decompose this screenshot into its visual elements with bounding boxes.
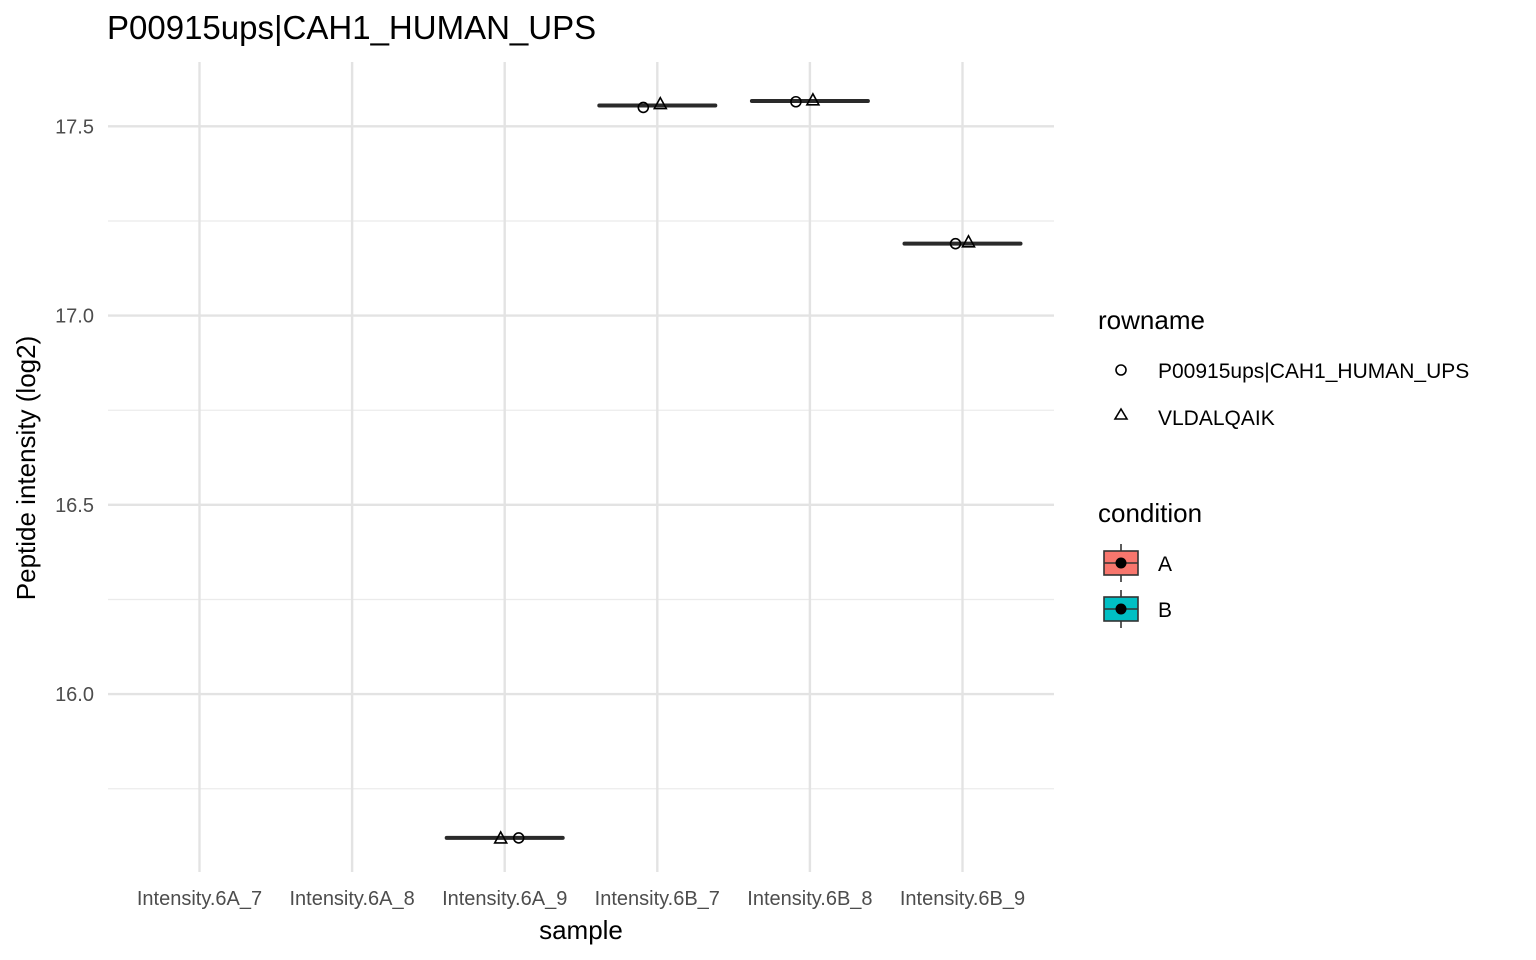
legend-rowname-label-0: P00915ups|CAH1_HUMAN_UPS [1158, 360, 1469, 383]
legend-triangle-symbol [1113, 407, 1129, 420]
y-axis-title: Peptide intensity (log2) [11, 336, 41, 600]
x-axis-ticks: Intensity.6A_7 Intensity.6A_8 Intensity.6A… [137, 888, 1025, 910]
point-circle-4 [790, 95, 802, 108]
legend-circle-symbol [1115, 364, 1127, 376]
x-tick-label-2: Intensity.6A_9 [442, 888, 567, 910]
y-axis-ticks: 16.0 16.5 17.0 17.5 [55, 116, 94, 706]
legend-condition-dot [1115, 557, 1127, 569]
legend-condition-key-a [1103, 544, 1139, 582]
legend-condition-label-1: B [1158, 599, 1172, 622]
y-tick-label-3: 17.5 [55, 116, 94, 138]
y-tick-label-2: 17.0 [55, 306, 94, 328]
chart-title: P00915ups|CAH1_HUMAN_UPS [107, 9, 596, 46]
point-triangle-7 [961, 234, 976, 248]
data-points [493, 92, 976, 844]
point-circle-0 [512, 832, 525, 844]
point-triangle-5 [805, 92, 821, 106]
x-tick-label-1: Intensity.6A_8 [289, 888, 414, 910]
x-tick-label-0: Intensity.6A_7 [137, 888, 262, 910]
point-triangle-1 [493, 830, 509, 844]
grid [108, 62, 1054, 872]
x-tick-label-4: Intensity.6B_8 [747, 888, 872, 910]
boxplots [444, 98, 1023, 840]
legend-rowname: rowname P00915ups|CAH1_HUMAN_UPS VLDALQA… [1098, 305, 1469, 430]
x-tick-label-3: Intensity.6B_7 [595, 888, 720, 910]
legend-condition: condition A B [1098, 498, 1202, 628]
legend-condition-title: condition [1098, 498, 1202, 528]
point-circle-2 [637, 101, 650, 114]
legend-rowname-title: rowname [1098, 305, 1205, 335]
y-tick-label-0: 16.0 [55, 684, 94, 706]
x-tick-label-5: Intensity.6B_9 [900, 888, 1025, 910]
x-axis-title: sample [539, 915, 623, 945]
y-tick-label-1: 16.5 [55, 495, 94, 517]
legend-condition-dot [1115, 603, 1127, 615]
legend-condition-key-b [1103, 590, 1139, 628]
point-circle-6 [949, 237, 962, 250]
legend-condition-label-0: A [1158, 553, 1172, 576]
legend-rowname-label-1: VLDALQAIK [1158, 407, 1275, 430]
point-triangle-3 [652, 95, 668, 110]
